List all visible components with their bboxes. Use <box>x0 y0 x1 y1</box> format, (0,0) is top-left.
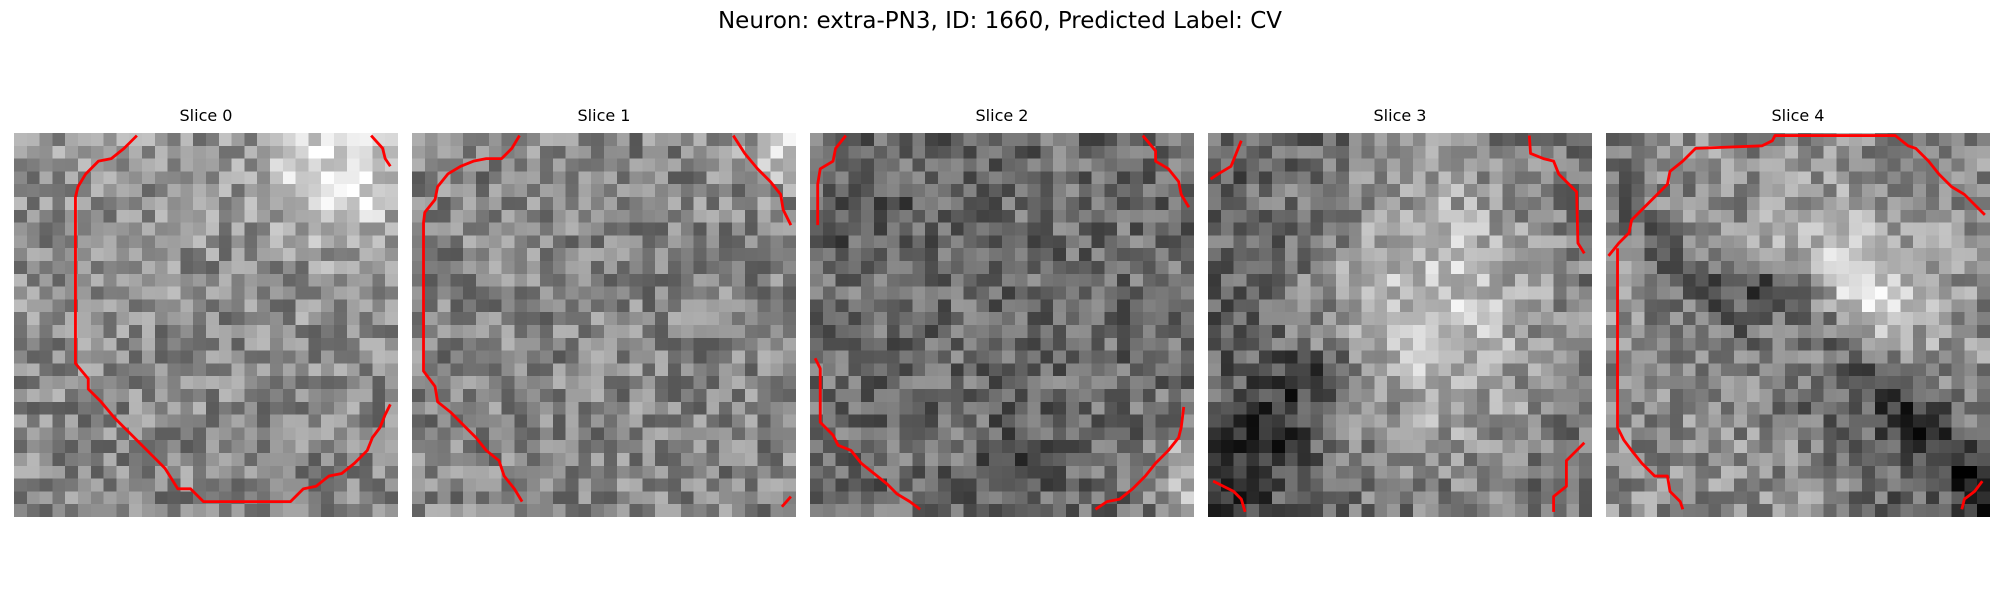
contour-segment-1 <box>813 357 921 511</box>
slice-panel-2: Slice 2 <box>810 106 1194 519</box>
contour-segment-1 <box>1527 135 1586 255</box>
slice-panel-0: Slice 0 <box>14 106 398 519</box>
slice-panel-4: Slice 4 <box>1606 106 1990 519</box>
slice-title: Slice 4 <box>1771 106 1825 125</box>
contour-segment-2 <box>1960 480 1984 510</box>
contour-segment-1 <box>370 134 392 168</box>
slice-image-4 <box>1606 133 1990 517</box>
contour-segment-0 <box>1209 140 1243 181</box>
slice-panel-1: Slice 1 <box>412 106 796 519</box>
pixel-grid <box>412 133 796 517</box>
contour-segment-2 <box>1212 479 1247 513</box>
contour-segment-3 <box>1094 406 1186 511</box>
contour-segment-3 <box>1552 441 1586 512</box>
contour-segment-1 <box>1616 248 1685 510</box>
slice-title: Slice 0 <box>179 106 233 125</box>
contour-segment-0 <box>74 134 392 504</box>
pixel-grid <box>14 133 398 517</box>
slice-title: Slice 3 <box>1373 106 1427 125</box>
pixel-grid <box>1208 133 1592 517</box>
contour-segment-2 <box>1141 134 1191 208</box>
slice-image-0 <box>14 133 398 517</box>
contour-segment-0 <box>422 134 524 503</box>
contour-segment-0 <box>1607 134 1986 257</box>
slice-image-3 <box>1208 133 1592 517</box>
contour-segment-1 <box>732 134 793 226</box>
contour-segment-2 <box>780 495 792 508</box>
pixel-grid <box>1606 133 1990 517</box>
pixel-grid <box>810 133 1194 517</box>
slice-image-1 <box>412 133 796 517</box>
figure-title: Neuron: extra-PN3, ID: 1660, Predicted L… <box>717 8 1283 34</box>
slice-image-2 <box>810 133 1194 517</box>
slice-title: Slice 1 <box>577 106 631 125</box>
contour-segment-0 <box>816 134 847 226</box>
slice-title: Slice 2 <box>975 106 1029 125</box>
slice-panel-3: Slice 3 <box>1208 106 1592 519</box>
